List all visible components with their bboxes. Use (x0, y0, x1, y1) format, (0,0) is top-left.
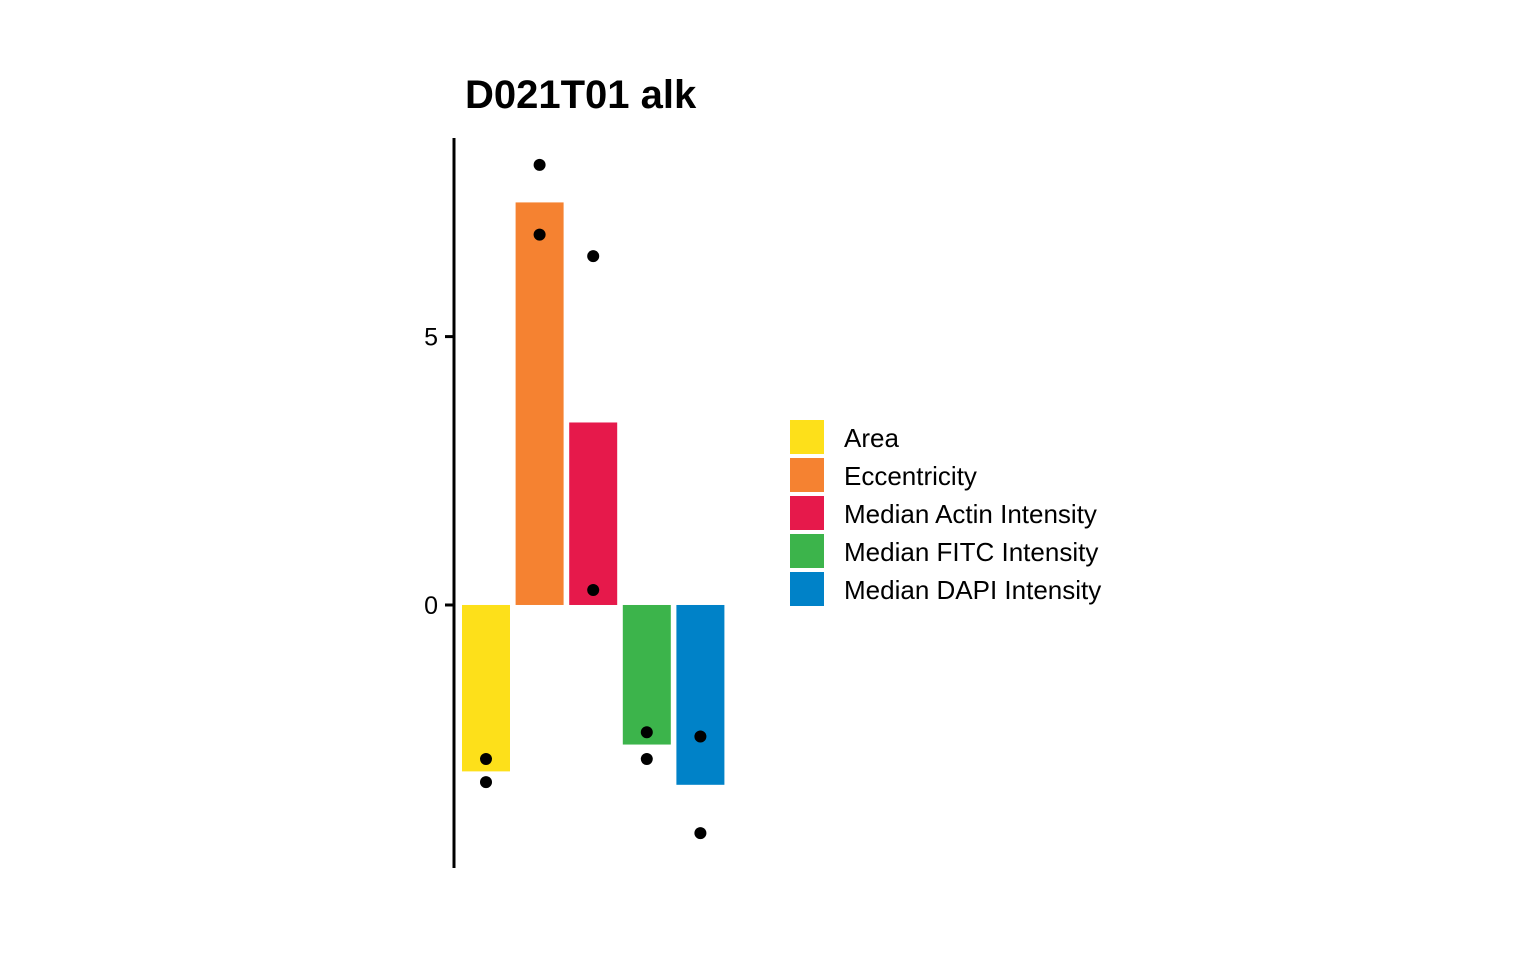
points-group (480, 158, 707, 840)
y-tick-label: 5 (424, 324, 438, 352)
bar-median-dapi-intensity (676, 604, 725, 785)
bar-area (462, 604, 510, 772)
data-point (533, 158, 546, 171)
bar-median-actin-intensity (569, 422, 618, 605)
legend: Area Eccentricity Median Actin Intensity Me… (790, 420, 1101, 606)
data-point (480, 776, 492, 789)
data-point (640, 753, 653, 766)
data-point (640, 726, 653, 739)
bar-median-fitc-intensity (622, 604, 671, 745)
legend-swatch (790, 572, 824, 606)
data-point (694, 827, 707, 840)
legend-swatch (790, 496, 824, 530)
data-point (587, 250, 600, 263)
chart-title: D021T01 alk (465, 73, 697, 117)
legend-swatch (790, 458, 824, 492)
y-tick-label: 0 (424, 592, 438, 620)
y-axis: 05 (424, 138, 456, 868)
legend-label: Median DAPI Intensity (844, 575, 1101, 605)
data-point (480, 753, 492, 766)
bars-group (462, 202, 725, 785)
data-point (587, 583, 600, 596)
legend-label: Median FITC Intensity (844, 537, 1098, 567)
legend-label: Eccentricity (844, 461, 977, 491)
legend-label: Area (844, 423, 899, 453)
bar-eccentricity (515, 202, 564, 605)
data-point (533, 228, 546, 241)
legend-label: Median Actin Intensity (844, 499, 1097, 529)
data-point (694, 730, 707, 743)
legend-swatch (790, 534, 824, 568)
legend-swatch (790, 420, 824, 454)
